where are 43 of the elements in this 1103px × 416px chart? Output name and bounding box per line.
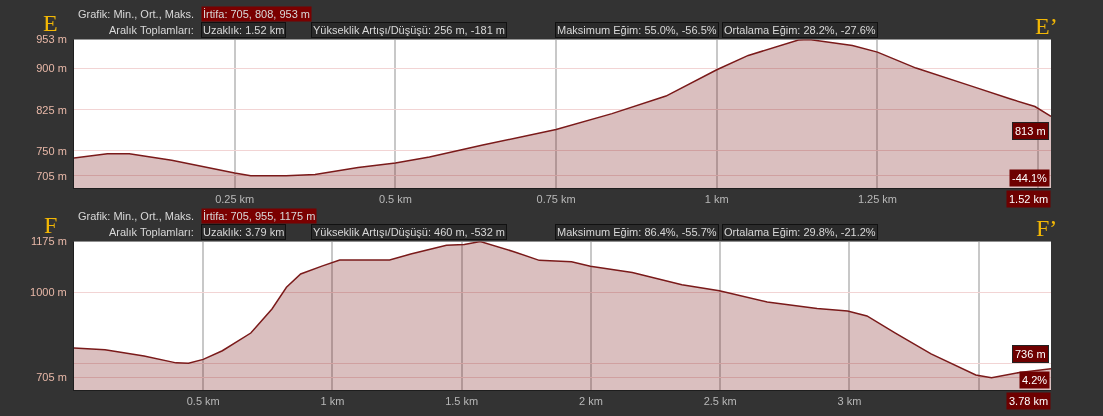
text: Grafik: Min., Ort., Maks. [78, 8, 195, 20]
text: E [43, 10, 58, 36]
annotation: -44.1% [1012, 172, 1048, 184]
text: Maksimum Eğim: 55.0%, -56.5% [557, 24, 717, 36]
annotation: 736 m [1015, 348, 1046, 360]
annotation: 813 m [1015, 125, 1046, 137]
x-tick-label: 1 km [704, 192, 729, 205]
x-tick-label: 1.5 km [445, 394, 479, 407]
text: F’ [1036, 215, 1058, 241]
x-tick-label: 1 km [320, 394, 345, 407]
text: Uzaklık: 1.52 km [203, 24, 285, 36]
y-tick-label: 705 m [36, 169, 67, 182]
text: Ortalama Eğim: 28.2%, -27.6% [724, 24, 876, 36]
x-tick-label: 0.25 km [215, 192, 255, 205]
text: İrtifa: 705, 808, 953 m [203, 8, 311, 20]
text: Aralık Toplamları: [109, 24, 194, 36]
y-tick-label: 825 m [36, 103, 67, 116]
x-tick-label: 2.5 km [703, 394, 737, 407]
text: 3.78 km [1009, 395, 1049, 407]
y-tick-label: 900 m [36, 62, 67, 75]
text: Uzaklık: 3.79 km [203, 226, 285, 238]
text: Maksimum Eğim: 86.4%, -55.7% [557, 226, 717, 238]
x-tick-label: 1.25 km [857, 192, 898, 205]
text: Yükseklik Artışı/Düşüşü: 460 m, -532 m [313, 226, 505, 238]
y-tick-label: 750 m [36, 144, 67, 157]
text: Yükseklik Artışı/Düşüşü: 256 m, -181 m [313, 24, 505, 36]
annotation: 4.2% [1022, 374, 1048, 386]
x-tick-label: 0.5 km [378, 192, 412, 205]
y-tick-label: 953 m [36, 33, 67, 46]
x-tick-label: 3 km [837, 394, 862, 407]
text: F [44, 212, 58, 238]
text: Ortalama Eğim: 29.8%, -21.2% [724, 226, 876, 238]
text: İrtifa: 705, 955, 1175 m [203, 210, 316, 222]
y-tick-label: 1175 m [30, 235, 67, 248]
x-tick-label: 2 km [579, 394, 603, 407]
y-tick-label: 1000 m [30, 286, 67, 299]
text: E’ [1035, 13, 1058, 39]
y-tick-label: 705 m [36, 371, 67, 384]
text: Grafik: Min., Ort., Maks. [78, 210, 195, 222]
text: Aralık Toplamları: [109, 226, 194, 238]
text: 1.52 km [1009, 193, 1049, 205]
x-tick-label: 0.5 km [186, 394, 220, 407]
x-tick-label: 0.75 km [536, 192, 576, 205]
